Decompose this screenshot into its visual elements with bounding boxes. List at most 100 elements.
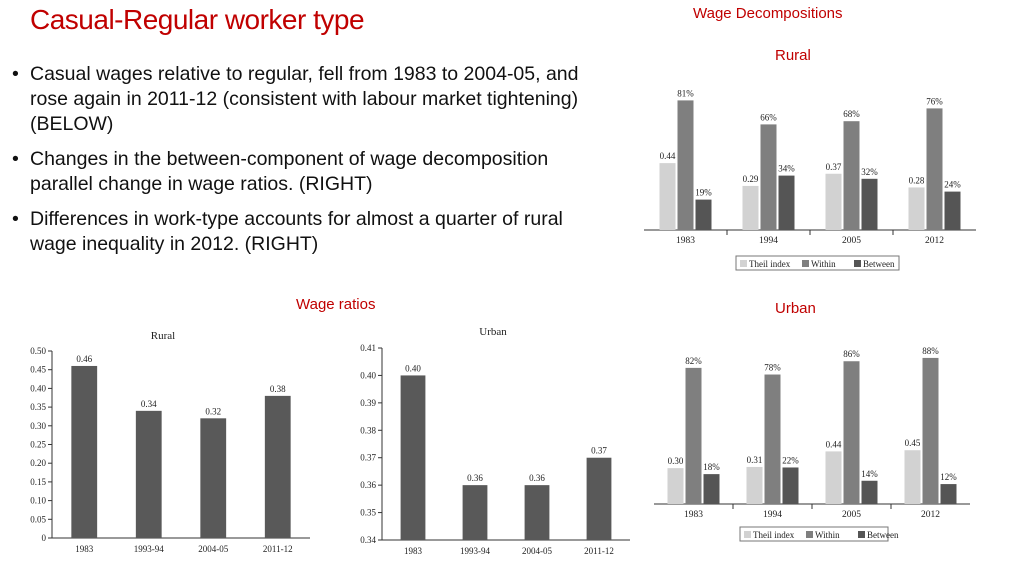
rural-caption: Rural — [775, 47, 811, 64]
y-tick-label: 0.10 — [30, 496, 46, 506]
bar-value-label: 88% — [922, 346, 939, 356]
bar — [462, 485, 488, 540]
y-tick-label: 0.50 — [30, 346, 46, 356]
x-tick-label: 1993-94 — [134, 544, 164, 554]
bar — [135, 410, 162, 538]
bar-between — [695, 199, 712, 230]
bar-value-label: 0.37 — [826, 162, 842, 172]
bar-theil — [742, 185, 759, 230]
bar-between — [944, 191, 961, 230]
y-tick-label: 0.05 — [30, 514, 46, 524]
bar-value-label: 19% — [695, 188, 712, 198]
bar-value-label: 68% — [843, 109, 860, 119]
bar — [200, 418, 227, 538]
bar-theil — [825, 451, 842, 504]
y-tick-label: 0.45 — [30, 365, 46, 375]
y-tick-label: 0 — [42, 533, 47, 543]
y-tick-label: 0.41 — [360, 343, 376, 353]
bar-value-label: 0.28 — [909, 175, 925, 185]
legend-label: Theil index — [749, 259, 791, 269]
x-tick-label: 1983 — [75, 544, 94, 554]
legend-box — [739, 526, 889, 542]
x-tick-label: 2004-05 — [198, 544, 228, 554]
wage-decompositions-caption: Wage Decompositions — [693, 5, 843, 22]
legend-swatch — [740, 260, 747, 267]
bar-within — [677, 100, 694, 231]
bullet-item: • Casual wages relative to regular, fell … — [10, 62, 610, 137]
legend-label: Theil index — [753, 530, 795, 540]
bar-theil — [904, 450, 921, 504]
chart-title: Urban — [479, 326, 507, 338]
bullet-text: Changes in the between-component of wage… — [30, 148, 549, 195]
rural-wage-ratio-chart: Rural 0 0.05 0.10 0.15 0.20 0.25 0.30 0.35 0.40 0.… — [30, 330, 310, 554]
legend-label: Within — [811, 259, 836, 269]
bar-within — [843, 121, 860, 230]
bar-value-label: 76% — [926, 96, 943, 106]
legend-label: Between — [863, 259, 895, 269]
bar-between — [940, 484, 957, 504]
bullet-item: • Differences in work-type accounts for a… — [10, 207, 610, 257]
urban-caption: Urban — [775, 300, 816, 317]
bar-within — [685, 367, 702, 504]
bar-theil — [908, 187, 925, 230]
bar-within — [922, 357, 939, 504]
bar-theil — [825, 173, 842, 230]
y-tick-label: 0.40 — [30, 383, 46, 393]
bar-value-label: 0.38 — [270, 384, 286, 394]
legend-swatch — [744, 531, 751, 538]
y-tick-label: 0.37 — [360, 453, 376, 463]
x-tick-label: 1994 — [763, 510, 782, 520]
bar-value-label: 0.30 — [668, 456, 684, 466]
bullet-list: • Casual wages relative to regular, fell … — [10, 62, 610, 267]
bar-value-label: 18% — [703, 462, 720, 472]
x-tick-label: 1983 — [684, 510, 703, 520]
legend-label: Within — [815, 530, 840, 540]
bullet-item: • Changes in the between-component of wag… — [10, 147, 610, 197]
bar-theil — [659, 163, 676, 230]
bullet-dot: • — [12, 63, 19, 85]
bullet-text: Differences in work-type accounts for al… — [30, 208, 563, 255]
bar-value-label: 12% — [940, 472, 957, 482]
bar-within — [760, 124, 777, 230]
x-tick-label: 1983 — [676, 236, 695, 246]
bar — [400, 375, 426, 540]
y-tick-label: 0.38 — [360, 425, 376, 435]
legend-swatch — [854, 260, 861, 267]
bar-value-label: 32% — [861, 167, 878, 177]
y-tick-label: 0.35 — [30, 402, 46, 412]
legend-swatch — [858, 531, 865, 538]
bar-value-label: 0.45 — [905, 438, 921, 448]
bar — [524, 485, 550, 540]
y-tick-label: 0.34 — [360, 535, 376, 545]
x-tick-label: 1994 — [759, 236, 778, 246]
legend-swatch — [806, 531, 813, 538]
x-tick-label: 1983 — [404, 546, 423, 556]
bar-value-label: 22% — [782, 455, 799, 465]
y-tick-label: 0.15 — [30, 477, 46, 487]
chart-title: Rural — [151, 330, 175, 342]
y-tick-label: 0.39 — [360, 398, 376, 408]
bullet-text: Casual wages relative to regular, fell f… — [30, 63, 579, 135]
bar-theil — [667, 468, 684, 504]
bar-value-label: 78% — [764, 363, 781, 373]
x-tick-label: 2005 — [842, 510, 861, 520]
y-tick-label: 0.25 — [30, 440, 46, 450]
bar-value-label: 0.46 — [76, 354, 92, 364]
y-tick-label: 0.40 — [360, 370, 376, 380]
legend-swatch — [802, 260, 809, 267]
x-tick-label: 2005 — [842, 236, 861, 246]
bar-value-label: 0.36 — [467, 473, 483, 483]
y-tick-label: 0.35 — [360, 508, 376, 518]
bar-theil — [746, 466, 763, 504]
page-title: Casual-Regular worker type — [30, 4, 365, 35]
bar-value-label: 0.40 — [405, 363, 421, 373]
x-tick-label: 2004-05 — [522, 546, 552, 556]
x-tick-label: 2012 — [921, 510, 940, 520]
bar-value-label: 66% — [760, 112, 777, 122]
bar-between — [703, 474, 720, 504]
bar-between — [861, 480, 878, 504]
y-tick-label: 0.36 — [360, 480, 376, 490]
bar-value-label: 81% — [677, 88, 694, 98]
x-tick-label: 2011-12 — [584, 546, 614, 556]
x-tick-label: 2011-12 — [263, 544, 293, 554]
